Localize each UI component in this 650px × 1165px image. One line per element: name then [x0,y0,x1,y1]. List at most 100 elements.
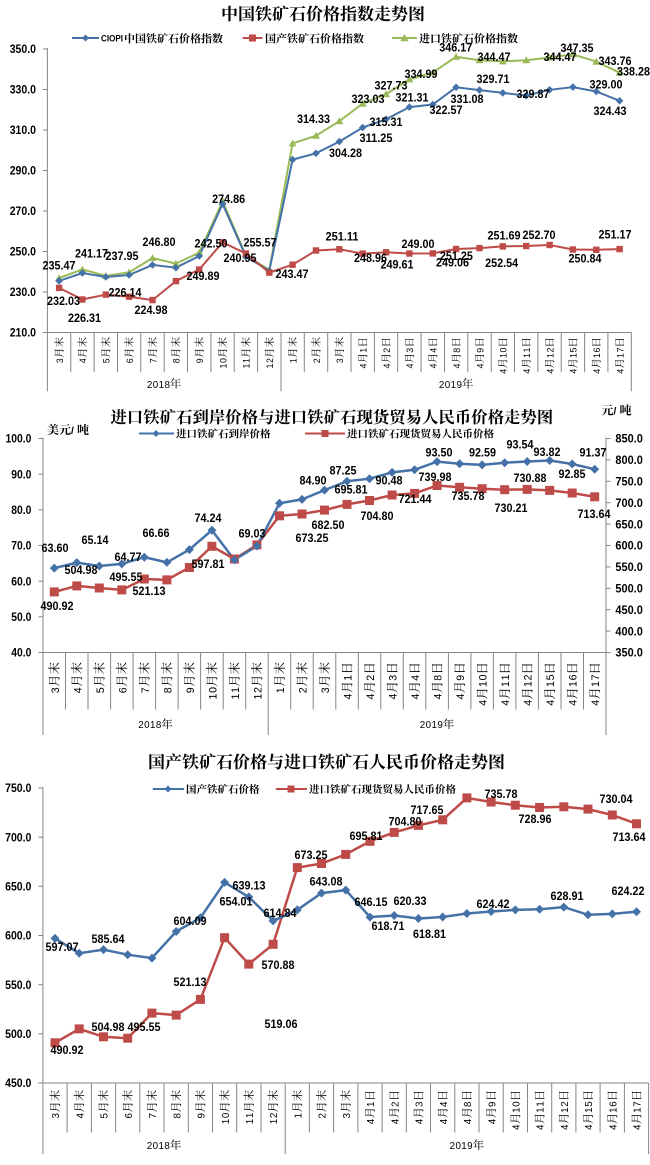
svg-text:1: 1 [275,687,287,693]
svg-text:10: 10 [499,347,509,358]
svg-text:570.88: 570.88 [262,958,295,972]
svg-text:550.0: 550.0 [615,560,643,574]
svg-text:63.60: 63.60 [42,541,69,555]
svg-text:400.0: 400.0 [615,624,643,638]
svg-text:521.13: 521.13 [133,584,166,598]
svg-text:597.07: 597.07 [46,940,79,954]
svg-text:344.47: 344.47 [478,50,511,64]
svg-text:3: 3 [51,1113,62,1119]
svg-text:2: 2 [390,1102,401,1107]
svg-text:344.47: 344.47 [544,50,577,64]
svg-text:11: 11 [242,358,252,369]
svg-text:12: 12 [523,674,535,687]
svg-text:1: 1 [288,358,298,363]
svg-text:495.55: 495.55 [110,570,143,584]
svg-text:251.69: 251.69 [488,229,521,243]
svg-text:70.0: 70.0 [11,541,31,553]
svg-text:628.91: 628.91 [551,889,584,903]
svg-text:4: 4 [429,364,439,369]
svg-text:304.28: 304.28 [329,146,362,160]
svg-text:249.06: 249.06 [436,256,469,270]
svg-text:17: 17 [633,1101,644,1113]
svg-text:654.01: 654.01 [220,895,253,909]
svg-text:682.50: 682.50 [312,518,345,532]
svg-text:87.25: 87.25 [330,464,357,478]
svg-text:618.81: 618.81 [413,927,446,941]
svg-text:329.71: 329.71 [477,72,510,86]
svg-text:1: 1 [343,675,355,681]
svg-text:11: 11 [536,1101,547,1113]
svg-text:251.11: 251.11 [326,230,359,244]
svg-text:8: 8 [172,358,182,363]
svg-text:728.96: 728.96 [519,812,552,826]
svg-text:4: 4 [405,364,415,369]
svg-text:704.80: 704.80 [389,815,422,829]
svg-text:315.31: 315.31 [370,115,403,129]
svg-text:327.73: 327.73 [375,79,408,93]
svg-text:90.48: 90.48 [376,474,403,488]
svg-text:4: 4 [569,369,579,374]
svg-text:700.0: 700.0 [5,831,32,844]
svg-text:251.17: 251.17 [599,228,632,242]
svg-text:4: 4 [590,700,602,706]
svg-text:242.50: 242.50 [195,237,228,251]
svg-text:10: 10 [207,687,219,700]
svg-text:4: 4 [452,364,462,369]
svg-text:713.64: 713.64 [578,507,611,521]
svg-text:310.0: 310.0 [10,124,37,137]
svg-text:750.0: 750.0 [615,475,643,489]
svg-text:250.0: 250.0 [10,246,37,259]
svg-text:12: 12 [265,358,275,369]
svg-text:323.03: 323.03 [352,92,385,106]
svg-text:735.78: 735.78 [452,489,485,503]
svg-text:249.61: 249.61 [381,258,414,272]
svg-text:4: 4 [382,364,392,369]
svg-text:10: 10 [218,358,228,369]
svg-text:10: 10 [221,1112,232,1124]
svg-text:346.17: 346.17 [439,41,472,55]
svg-text:2019: 2019 [439,380,462,391]
svg-text:4: 4 [608,1124,619,1130]
svg-text:7: 7 [148,1113,159,1118]
svg-text:4: 4 [72,687,84,693]
svg-text:93.82: 93.82 [534,445,561,459]
svg-text:11: 11 [522,347,532,358]
svg-text:9: 9 [185,687,197,693]
svg-text:CIOPI: CIOPI [101,34,123,44]
svg-text:6: 6 [124,1113,135,1119]
svg-text:695.81: 695.81 [350,829,383,843]
svg-text:800.0: 800.0 [615,453,643,467]
svg-text:252.54: 252.54 [485,256,518,270]
svg-text:15: 15 [584,1101,595,1113]
svg-text:230.0: 230.0 [10,286,37,299]
svg-text:4: 4 [359,364,369,369]
svg-text:100.0: 100.0 [6,434,32,446]
svg-text:3: 3 [50,687,62,693]
svg-text:4: 4 [429,348,439,353]
svg-text:2: 2 [318,1113,329,1118]
svg-text:251.25: 251.25 [440,249,473,263]
svg-text:717.65: 717.65 [411,803,444,817]
svg-text:4: 4 [500,700,512,706]
svg-text:624.22: 624.22 [612,884,645,898]
svg-text:4: 4 [410,694,422,700]
svg-text:331.08: 331.08 [451,92,484,106]
svg-text:235.47: 235.47 [43,259,76,273]
svg-text:10: 10 [512,1101,523,1113]
svg-text:3: 3 [415,1101,426,1107]
svg-text:9: 9 [487,1102,498,1107]
svg-text:3: 3 [405,348,415,353]
svg-text:4: 4 [390,1118,401,1124]
svg-text:2018: 2018 [147,1141,171,1152]
svg-text:4: 4 [615,369,625,374]
svg-text:350.0: 350.0 [615,646,643,660]
svg-text:739.98: 739.98 [419,470,452,484]
svg-text:334.99: 334.99 [405,67,438,81]
svg-text:249.00: 249.00 [402,237,435,251]
svg-text:4: 4 [439,1101,450,1107]
svg-text:66.66: 66.66 [143,526,170,540]
svg-text:/: / [71,426,74,437]
svg-text:4: 4 [455,694,467,700]
svg-text:3: 3 [342,1113,353,1119]
svg-text:646.15: 646.15 [355,895,388,909]
